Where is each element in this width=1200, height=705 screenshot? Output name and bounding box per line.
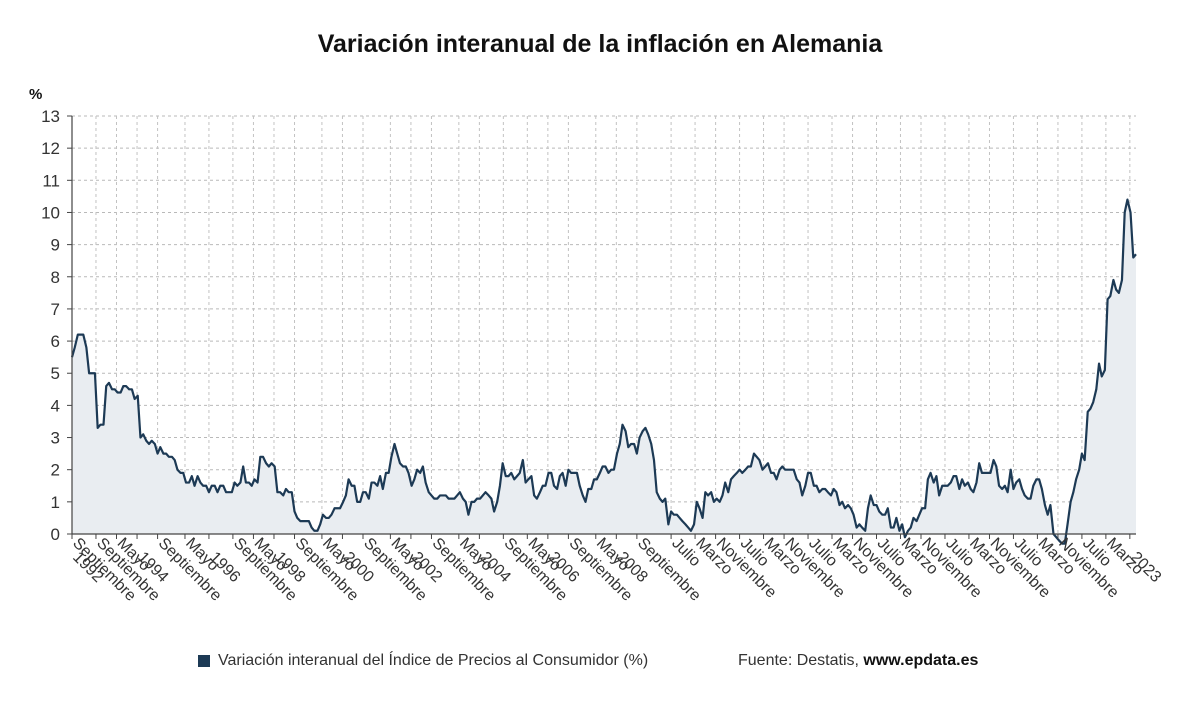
x-tick-labels: Septiembre1992SeptiembreMayo1994Septiemb… [69, 535, 1164, 605]
source-prefix: Fuente: Destatis, [738, 652, 864, 669]
series-area-layer [70, 198, 1137, 545]
y-tick-label: 10 [41, 203, 60, 222]
axes [67, 115, 1136, 539]
y-tick-label: 3 [51, 429, 60, 448]
source-credit: Fuente: Destatis, www.epdata.es [738, 652, 978, 670]
y-tick-label: 8 [51, 268, 60, 287]
y-tick-label: 0 [51, 525, 60, 544]
y-tick-label: 12 [41, 139, 60, 158]
y-axis-unit-label: % [29, 86, 43, 103]
legend-label: Variación interanual del Índice de Preci… [218, 652, 649, 669]
series-area-fill [72, 199, 1136, 544]
y-tick-label: 2 [51, 461, 60, 480]
y-tick-label: 7 [51, 300, 60, 319]
chart-title: Variación interanual de la inflación en … [317, 30, 883, 58]
series-line [70, 198, 1137, 545]
y-tick-label: 6 [51, 332, 60, 351]
y-tick-label: 9 [51, 236, 60, 255]
source-site[interactable]: www.epdata.es [863, 652, 979, 669]
y-tick-label: 11 [42, 171, 60, 190]
legend: Variación interanual del Índice de Preci… [198, 652, 648, 670]
y-tick-label: 13 [41, 107, 60, 126]
y-tick-label: 5 [51, 364, 60, 383]
y-tick-label: 4 [51, 396, 60, 415]
legend-swatch [198, 655, 210, 667]
y-tick-label: 1 [51, 493, 60, 512]
